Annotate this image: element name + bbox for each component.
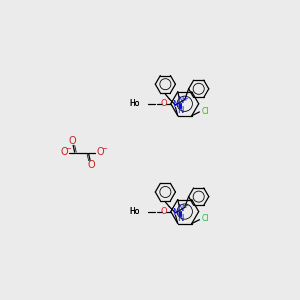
Text: Ho: Ho	[129, 99, 140, 108]
Text: O: O	[60, 147, 68, 157]
Text: N: N	[172, 100, 178, 109]
Text: N: N	[177, 204, 183, 213]
Text: N: N	[177, 106, 183, 115]
Text: +: +	[182, 96, 188, 102]
Text: −: −	[65, 146, 71, 152]
Text: O: O	[160, 99, 167, 108]
Text: O: O	[97, 147, 104, 157]
Text: Ho: Ho	[129, 207, 140, 216]
Text: Cl: Cl	[202, 214, 209, 224]
Text: +: +	[182, 203, 188, 209]
Text: −: −	[101, 146, 107, 152]
Text: N: N	[172, 208, 178, 217]
Text: Ho: Ho	[129, 207, 140, 216]
Text: O: O	[69, 136, 76, 146]
Text: Cl: Cl	[202, 106, 209, 116]
Text: N: N	[177, 214, 183, 223]
Text: O: O	[160, 207, 167, 216]
Text: O: O	[87, 160, 95, 170]
Text: N: N	[177, 97, 183, 106]
Text: Ho: Ho	[129, 99, 140, 108]
